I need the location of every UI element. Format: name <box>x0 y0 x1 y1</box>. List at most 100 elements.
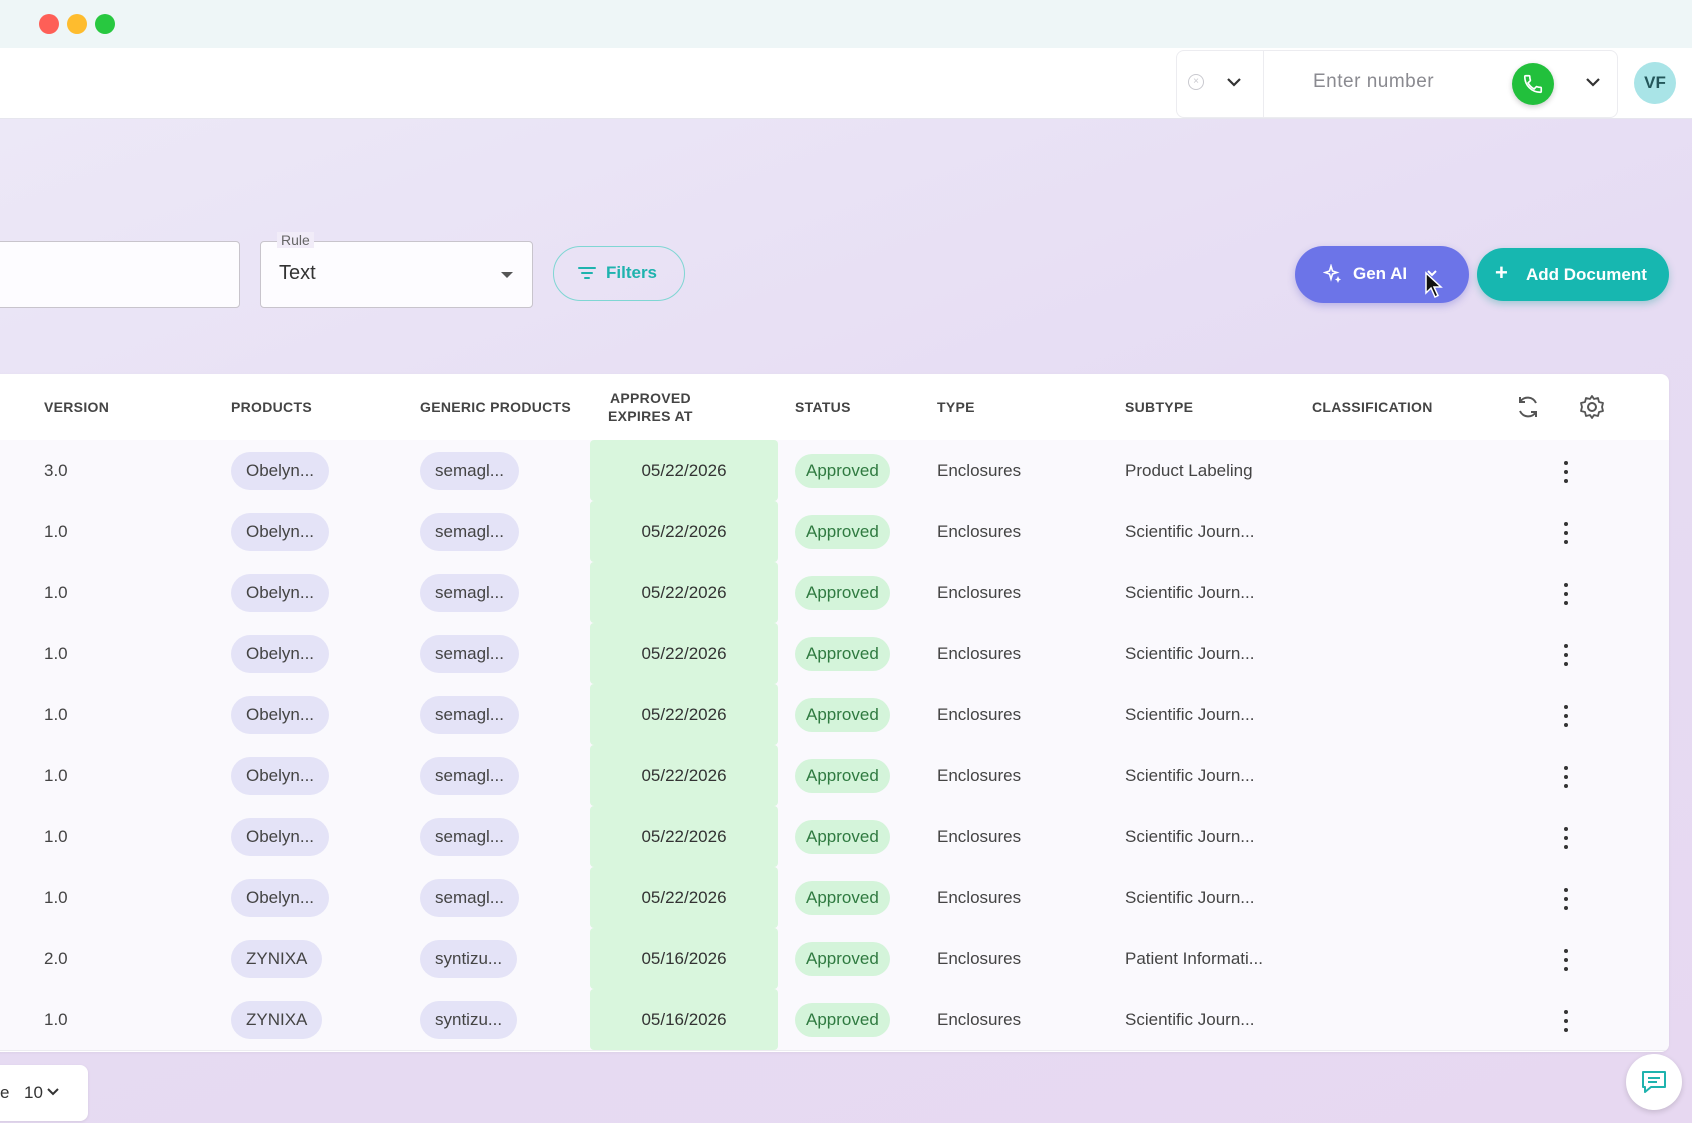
kebab-icon[interactable] <box>1563 888 1569 910</box>
generic-product-chip[interactable]: syntizu... <box>420 939 518 978</box>
kebab-icon[interactable] <box>1563 766 1569 788</box>
generic-product-chip[interactable]: semagl... <box>420 817 519 856</box>
type-cell: Enclosures <box>937 623 1021 684</box>
expires-at-text: 05/22/2026 <box>641 521 727 541</box>
column-header-type[interactable]: TYPE <box>937 399 975 415</box>
chat-button[interactable] <box>1626 1054 1682 1110</box>
rule-value: Text <box>279 262 316 284</box>
generic-product-chip[interactable]: semagl... <box>420 695 519 734</box>
table-row[interactable]: 1.0 Obelyn... semagl... 05/22/2026 Approved E… <box>0 684 1669 746</box>
table-row[interactable]: 1.0 Obelyn... semagl... 05/22/2026 Approved E… <box>0 806 1669 868</box>
product-chip[interactable]: Obelyn... <box>231 817 330 856</box>
generic-product-chip[interactable]: semagl... <box>420 878 519 917</box>
chevron-down-icon[interactable] <box>1582 71 1604 93</box>
table-row[interactable]: 2.0 ZYNIXA syntizu... 05/16/2026 Approved Enc… <box>0 928 1669 990</box>
refresh-icon[interactable] <box>1513 392 1543 422</box>
table-row[interactable]: 1.0 Obelyn... semagl... 05/22/2026 Approved E… <box>0 501 1669 563</box>
product-chip[interactable]: Obelyn... <box>231 756 330 795</box>
window-maximize-button[interactable] <box>95 14 115 34</box>
type-cell: Enclosures <box>937 562 1021 623</box>
table-row[interactable]: 1.0 Obelyn... semagl... 05/22/2026 Approved E… <box>0 867 1669 929</box>
table-row[interactable]: 1.0 ZYNIXA syntizu... 05/16/2026 Approved Enc… <box>0 989 1669 1051</box>
generic-product-chip[interactable]: semagl... <box>420 756 519 795</box>
column-header-approved-expires-at[interactable]: APPROVED EXPIRES AT <box>608 374 693 440</box>
column-header-subtype[interactable]: SUBTYPE <box>1125 399 1194 415</box>
column-header-status[interactable]: STATUS <box>795 399 851 415</box>
expires-at-cell: 05/22/2026 <box>590 562 778 623</box>
column-header-generic-products[interactable]: GENERIC PRODUCTS <box>420 399 572 415</box>
rows-per-page-select[interactable]: e 10 <box>0 1065 88 1121</box>
type-cell: Enclosures <box>937 440 1021 501</box>
products-cell: Obelyn... <box>231 501 330 562</box>
subtype-cell: Scientific Journ... <box>1125 623 1254 684</box>
column-header-classification[interactable]: CLASSIFICATION <box>1312 399 1433 415</box>
avatar[interactable]: VF <box>1634 62 1676 104</box>
generic-product-chip[interactable]: syntizu... <box>420 1000 518 1039</box>
kebab-icon[interactable] <box>1563 705 1569 727</box>
type-text: Enclosures <box>937 948 1022 968</box>
table-row[interactable]: 3.0 Obelyn... semagl... 05/22/2026 Approved E… <box>0 440 1669 502</box>
chevron-down-icon[interactable] <box>1425 266 1439 280</box>
generic-product-chip[interactable]: semagl... <box>420 634 519 673</box>
product-chip[interactable]: Obelyn... <box>231 695 330 734</box>
table-row[interactable]: 1.0 Obelyn... semagl... 05/22/2026 Approved E… <box>0 562 1669 624</box>
type-text: Enclosures <box>937 765 1022 785</box>
window-titlebar <box>0 0 1692 48</box>
window-close-button[interactable] <box>39 14 59 34</box>
subtype-cell: Scientific Journ... <box>1125 745 1254 806</box>
phone-number-input[interactable]: Enter number <box>1313 71 1435 92</box>
product-chip[interactable]: Obelyn... <box>231 634 330 673</box>
kebab-icon[interactable] <box>1563 583 1569 605</box>
filters-button[interactable]: Filters <box>553 246 685 301</box>
table-row[interactable]: 1.0 Obelyn... semagl... 05/22/2026 Approved E… <box>0 623 1669 685</box>
expires-at-cell: 05/22/2026 <box>590 745 778 806</box>
kebab-icon[interactable] <box>1563 1010 1569 1032</box>
type-cell: Enclosures <box>937 806 1021 867</box>
generic-products-cell: semagl... <box>420 745 519 806</box>
chevron-down-icon[interactable] <box>1223 71 1245 93</box>
expires-at-text: 05/22/2026 <box>641 582 727 602</box>
gen-ai-button[interactable]: Gen AI <box>1295 246 1469 303</box>
status-badge: Approved <box>795 453 890 488</box>
cursor-icon <box>1425 271 1443 299</box>
kebab-icon[interactable] <box>1563 461 1569 483</box>
subtype-cell: Scientific Journ... <box>1125 867 1254 928</box>
generic-products-cell: semagl... <box>420 806 519 867</box>
add-document-button[interactable]: + Add Document <box>1477 248 1669 301</box>
column-header-version[interactable]: VERSION <box>44 399 110 415</box>
filters-label: Filters <box>606 263 658 282</box>
product-chip[interactable]: Obelyn... <box>231 451 330 490</box>
type-cell: Enclosures <box>937 684 1021 745</box>
version-text: 3.0 <box>44 460 68 480</box>
kebab-icon[interactable] <box>1563 522 1569 544</box>
products-cell: ZYNIXA <box>231 989 323 1050</box>
generic-products-cell: semagl... <box>420 623 519 684</box>
window-minimize-button[interactable] <box>67 14 87 34</box>
kebab-icon[interactable] <box>1563 827 1569 849</box>
generic-products-cell: semagl... <box>420 562 519 623</box>
generic-product-chip[interactable]: semagl... <box>420 512 519 551</box>
column-header-products[interactable]: PRODUCTS <box>231 399 312 415</box>
product-chip[interactable]: Obelyn... <box>231 573 330 612</box>
expires-at-text: 05/22/2026 <box>641 765 727 785</box>
generic-product-chip[interactable]: semagl... <box>420 573 519 612</box>
version-cell: 2.0 <box>44 928 68 989</box>
subtype-text: Product Labeling <box>1125 460 1253 480</box>
search-input[interactable] <box>0 241 240 308</box>
product-chip[interactable]: Obelyn... <box>231 512 330 551</box>
table-row[interactable]: 1.0 Obelyn... semagl... 05/22/2026 Approved E… <box>0 745 1669 807</box>
product-chip[interactable]: ZYNIXA <box>231 1000 323 1039</box>
subtype-cell: Patient Informati... <box>1125 928 1263 989</box>
type-text: Enclosures <box>937 582 1022 602</box>
rule-select[interactable]: Rule Text <box>260 232 533 308</box>
status-cell: Approved <box>795 684 890 745</box>
kebab-icon[interactable] <box>1563 644 1569 666</box>
product-chip[interactable]: ZYNIXA <box>231 939 323 978</box>
status-cell: Approved <box>795 867 890 928</box>
generic-product-chip[interactable]: semagl... <box>420 451 519 490</box>
gear-icon[interactable] <box>1577 392 1607 422</box>
kebab-icon[interactable] <box>1563 949 1569 971</box>
close-circle-icon[interactable]: × <box>1188 74 1204 90</box>
call-button[interactable] <box>1512 63 1554 105</box>
product-chip[interactable]: Obelyn... <box>231 878 330 917</box>
